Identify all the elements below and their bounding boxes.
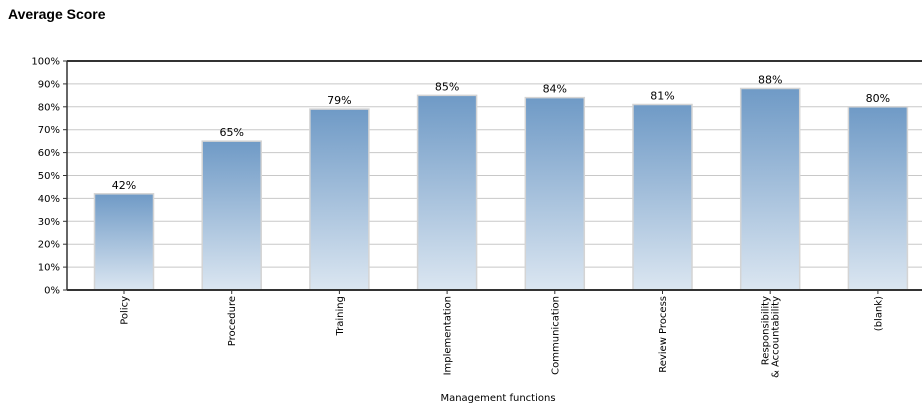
x-category-label: Communication [550, 296, 561, 375]
axes [63, 60, 922, 294]
y-tick-label: 30% [38, 217, 60, 228]
data-label: 79% [327, 94, 351, 107]
bar [93, 193, 155, 291]
x-category-label: Policy [120, 296, 131, 325]
y-tick-label: 20% [38, 240, 60, 251]
bar [847, 106, 909, 291]
bar [524, 96, 586, 291]
bar [309, 108, 370, 291]
y-tick-label: 0% [44, 286, 60, 297]
x-category-label: Responsibility& Accountability [761, 296, 782, 378]
data-label: 85% [435, 80, 459, 93]
bar [416, 94, 478, 291]
data-label: 65% [219, 126, 243, 139]
bar [201, 140, 262, 291]
bars [93, 87, 909, 291]
y-tick-label: 70% [38, 125, 60, 136]
x-category-label: (blank) [873, 296, 884, 331]
data-label: 88% [758, 73, 782, 86]
bar [632, 103, 693, 291]
x-axis-title: Management functions [440, 393, 555, 404]
data-label: 80% [866, 92, 890, 105]
labels: 0% 10% 20% 30% 40% 50% 60% 70% 80% 90% 100% 42% Poli… [31, 57, 890, 379]
bar [739, 87, 801, 291]
x-category-label: Training [335, 296, 346, 336]
y-tick-label: 60% [38, 148, 60, 159]
y-tick-label: 100% [31, 57, 60, 68]
data-label: 81% [650, 90, 674, 103]
y-tick-label: 50% [38, 171, 60, 182]
data-label: 84% [543, 83, 567, 96]
chart-title: Average Score [8, 6, 106, 22]
x-category-label: Review Process [658, 296, 669, 373]
y-tick-label: 90% [38, 79, 60, 90]
data-label: 42% [112, 179, 136, 192]
x-category-label: Procedure [227, 296, 238, 346]
y-tick-label: 10% [38, 263, 60, 274]
x-category-label: Implementation [443, 296, 454, 375]
y-tick-label: 40% [38, 194, 60, 205]
y-tick-label: 80% [38, 102, 60, 113]
